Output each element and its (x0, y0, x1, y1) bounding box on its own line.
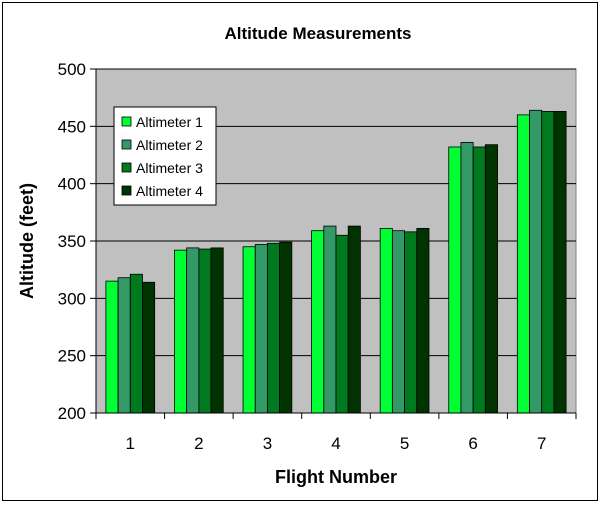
x-tick-label: 1 (126, 434, 135, 453)
y-tick-label: 450 (58, 117, 86, 136)
bar-altimeter-4-flight-2 (210, 247, 224, 414)
legend-label: Altimeter 2 (136, 137, 203, 153)
legend-swatch (121, 139, 132, 150)
x-axis: 1 2 3 4 5 6 7 (95, 412, 577, 453)
y-axis-label: Altitude (feet) (17, 183, 37, 299)
y-tick-label: 500 (58, 60, 86, 79)
bar-altimeter-4-flight-7 (553, 111, 567, 414)
bars (105, 109, 567, 414)
x-axis-label: Flight Number (275, 467, 397, 487)
y-tick-label: 300 (58, 289, 86, 308)
bar-altimeter-1-flight-1 (105, 280, 119, 414)
bar-altimeter-3-flight-5 (404, 231, 418, 414)
bar-altimeter-1-flight-5 (379, 227, 393, 414)
bar-altimeter-4-flight-5 (416, 227, 430, 414)
bar-altimeter-3-flight-1 (129, 273, 143, 414)
bar-altimeter-2-flight-5 (391, 230, 405, 414)
y-tick-label: 250 (58, 347, 86, 366)
legend-swatch (121, 162, 132, 173)
bar-altimeter-4-flight-3 (279, 241, 293, 414)
y-tick-label: 400 (58, 175, 86, 194)
legend-label: Altimeter 1 (136, 114, 203, 130)
bar-altimeter-1-flight-2 (174, 249, 188, 414)
x-tick-label: 3 (263, 434, 272, 453)
bar-altimeter-4-flight-4 (347, 225, 361, 414)
bar-altimeter-2-flight-1 (117, 277, 131, 414)
bar-altimeter-1-flight-6 (448, 146, 462, 414)
y-tick-label: 350 (58, 232, 86, 251)
bar-altimeter-1-flight-3 (242, 246, 256, 414)
y-axis: 200 250 300 350 400 450 500 (58, 60, 97, 423)
legend-label: Altimeter 4 (136, 183, 203, 199)
bar-altimeter-4-flight-1 (142, 281, 156, 414)
bar-altimeter-4-flight-6 (484, 144, 498, 414)
legend-swatch (121, 116, 132, 127)
x-tick-label: 7 (537, 434, 546, 453)
chart-title: Altitude Measurements (224, 24, 411, 43)
legend-label: Altimeter 3 (136, 160, 203, 176)
legend: Altimeter 1 Altimeter 2 Altimeter 3 Altimet… (113, 106, 217, 206)
bar-altimeter-3-flight-3 (267, 242, 281, 414)
bar-altimeter-3-flight-7 (541, 111, 555, 414)
bar-altimeter-1-flight-7 (516, 114, 530, 414)
bar-altimeter-2-flight-2 (186, 247, 200, 414)
bar-altimeter-2-flight-3 (254, 244, 268, 414)
bar-altimeter-3-flight-6 (472, 146, 486, 414)
x-tick-label: 4 (331, 434, 340, 453)
y-tick-label: 200 (58, 404, 86, 423)
bar-altimeter-2-flight-6 (460, 141, 474, 414)
x-tick-label: 5 (400, 434, 409, 453)
bar-altimeter-3-flight-4 (335, 234, 349, 414)
x-tick-label: 6 (468, 434, 477, 453)
bar-altimeter-1-flight-4 (311, 230, 325, 414)
legend-swatch (121, 185, 132, 196)
x-tick-label: 2 (194, 434, 203, 453)
bar-altimeter-2-flight-4 (323, 225, 337, 414)
bar-altimeter-2-flight-7 (529, 109, 543, 414)
bar-altimeter-3-flight-2 (198, 248, 212, 414)
